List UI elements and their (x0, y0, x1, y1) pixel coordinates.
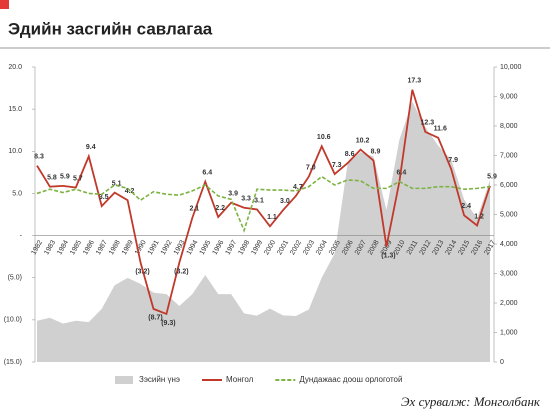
value-label: 8.3 (34, 153, 44, 160)
corner-mark (0, 0, 9, 9)
y-tick-label: 5.0 (12, 190, 22, 197)
x-tick-label: 2003 (302, 239, 316, 256)
y2-tick-label: 10,000 (500, 64, 522, 71)
x-tick-label: 1985 (69, 239, 83, 256)
x-tick-label: 1984 (56, 239, 70, 256)
x-tick-label: 1999 (250, 239, 264, 256)
y-tick-label: 15.0 (8, 106, 22, 113)
y2-tick-label: 6,000 (500, 182, 518, 189)
x-tick-label: 1988 (108, 239, 122, 256)
value-label: 3.0 (280, 198, 290, 205)
value-label: 5.1 (112, 180, 122, 187)
value-label: 4.7 (293, 184, 303, 191)
value-label: 7.9 (448, 157, 458, 164)
x-tick-label: 1995 (199, 239, 213, 256)
x-tick-label: 1986 (82, 239, 96, 256)
x-tick-label: 2001 (276, 239, 290, 256)
value-label: 8.9 (371, 148, 381, 155)
value-label: 17.3 (408, 78, 422, 85)
value-label: 2.1 (189, 206, 199, 213)
y2-tick-label: 7,000 (500, 152, 518, 159)
value-label: 5.9 (487, 174, 497, 181)
legend-label: Монгол (226, 375, 254, 384)
value-label: 3.1 (254, 197, 264, 204)
value-label: 3.3 (241, 196, 251, 203)
x-tick-label: 1996 (212, 239, 226, 256)
y2-tick-label: 5,000 (500, 211, 518, 218)
x-tick-label: 1989 (121, 239, 135, 256)
value-label: (1.3) (381, 252, 395, 259)
value-label: (9.3) (161, 320, 175, 327)
x-tick-label: 2000 (263, 239, 277, 256)
value-label: 7.0 (306, 164, 316, 171)
y-tick-label: 20.0 (8, 64, 22, 71)
value-label: 9.4 (86, 144, 96, 151)
y2-tick-label: 0 (500, 359, 504, 366)
x-tick-label: 1994 (186, 239, 200, 256)
value-label: 1.2 (474, 213, 484, 220)
x-tick-label: 2002 (289, 239, 303, 256)
y2-tick-label: 3,000 (500, 270, 518, 277)
x-tick-label: 1987 (95, 239, 109, 256)
value-label: 3.9 (228, 191, 238, 198)
value-label: 10.2 (356, 137, 370, 144)
chart-title: Эдийн засгийн савлагаа (8, 19, 213, 38)
value-label: 12.3 (420, 120, 434, 127)
y2-tick-label: 8,000 (500, 123, 518, 130)
x-tick-label: 1983 (43, 239, 57, 256)
value-label: 2.4 (461, 203, 471, 210)
x-tick-label: 1997 (225, 239, 239, 256)
value-label: 6.4 (397, 169, 407, 176)
mongolia-line (36, 89, 491, 316)
y-tick-label: 10.0 (8, 148, 22, 155)
value-label: 11.6 (434, 126, 447, 133)
value-label: 7.3 (332, 162, 342, 169)
y2-tick-label: 2,000 (500, 300, 518, 307)
y-tick-label: (15.0) (4, 359, 22, 366)
y2-tick-label: 4,000 (500, 241, 518, 248)
x-tick-label: 2004 (315, 239, 329, 256)
source: Эх сурвалж: Монголбанк (401, 394, 541, 409)
value-label: (3.2) (174, 268, 188, 275)
y-tick-label: - (20, 232, 23, 239)
value-label: 3.5 (99, 194, 109, 201)
value-label: (8.7) (148, 315, 162, 322)
x-tick-label: 1992 (160, 239, 174, 256)
legend-label: Дундажаас доош орлоготой (299, 375, 402, 384)
value-label: 5.8 (47, 175, 57, 182)
value-label: 4.2 (125, 188, 135, 195)
value-label: (3.2) (135, 268, 149, 275)
y2-tick-label: 9,000 (500, 93, 518, 100)
value-label: 6.4 (202, 169, 212, 176)
y2-tick-label: 1,000 (500, 329, 518, 336)
x-tick-label: 1998 (237, 239, 251, 256)
value-label: 5.9 (60, 174, 70, 181)
y-tick-label: (5.0) (8, 275, 22, 282)
value-label: 2.2 (215, 205, 225, 212)
legend-swatch (115, 376, 133, 384)
value-label: 1.1 (267, 214, 277, 221)
low-income-line (36, 175, 491, 233)
x-tick-label: 1982 (30, 239, 44, 256)
y-tick-label: (10.0) (4, 317, 22, 324)
value-label: 10.6 (317, 134, 331, 141)
legend-label: Зэсийн үнэ (139, 375, 180, 384)
value-label: 5.7 (73, 175, 83, 182)
copper-area (37, 101, 490, 362)
x-tick-label: 1991 (147, 239, 161, 256)
value-label: 8.6 (345, 151, 355, 158)
